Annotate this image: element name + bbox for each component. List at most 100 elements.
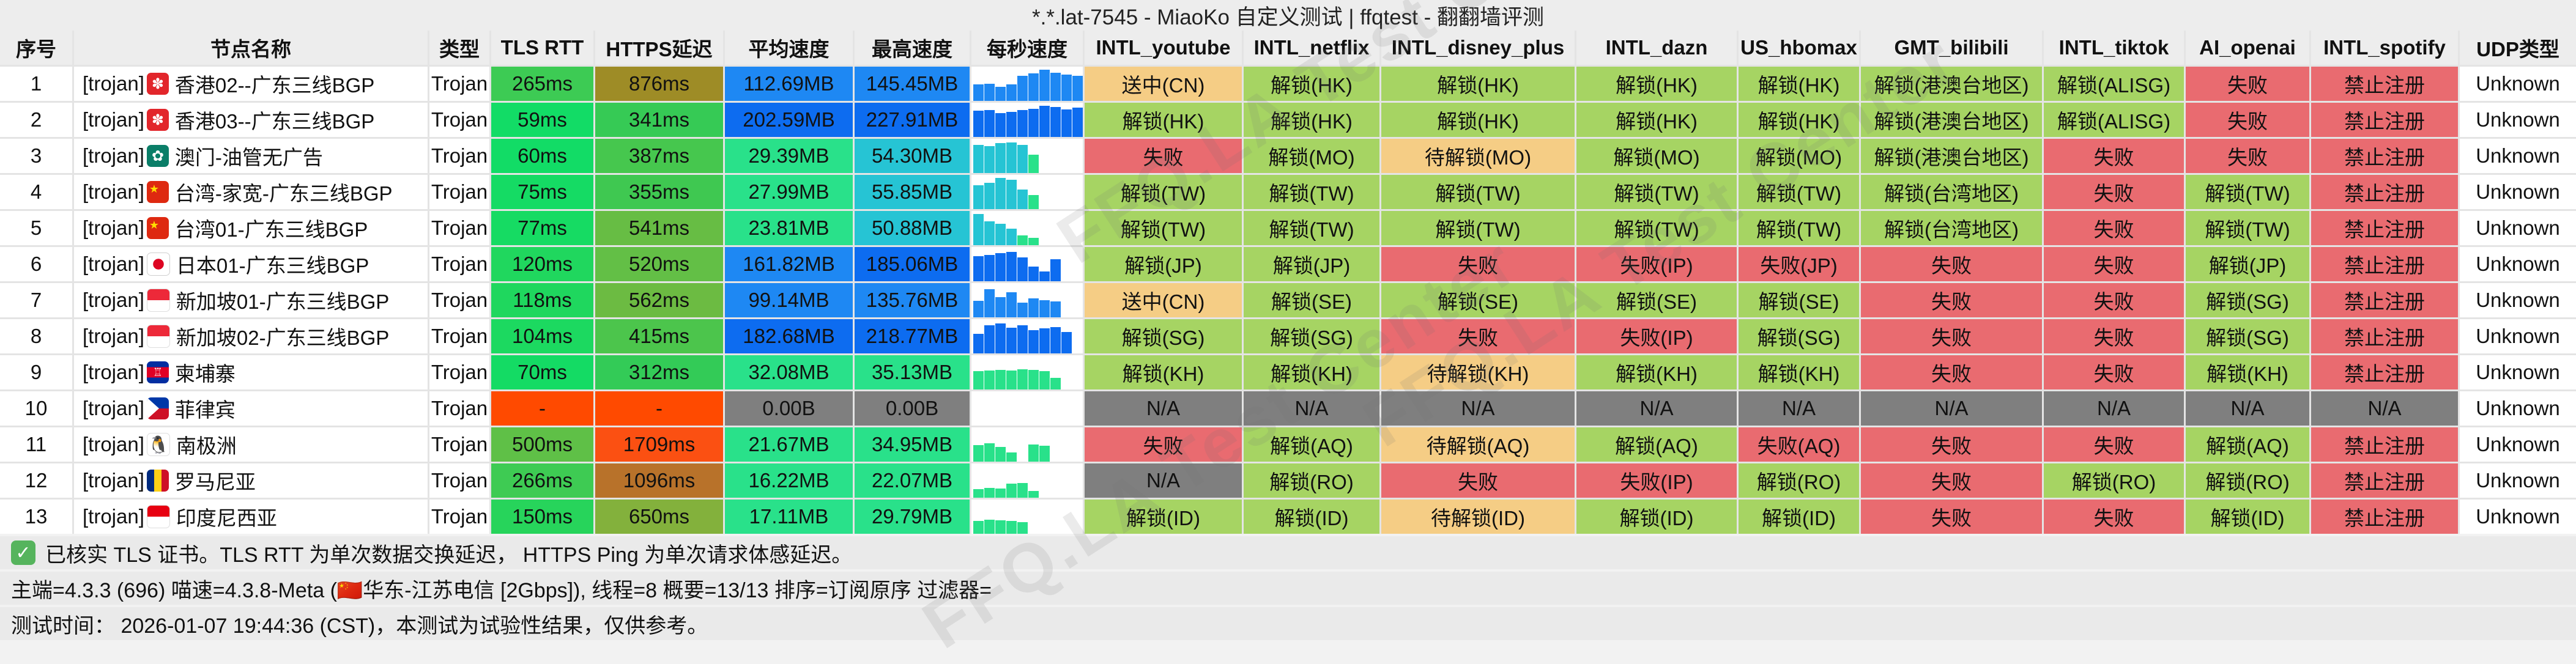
node-prefix: [trojan]: [83, 505, 144, 528]
cell-dazn-status: 解锁(AQ): [1576, 427, 1737, 462]
cell-bilibili-status: 失败: [1861, 463, 2042, 498]
cell-youtube-status: 失败: [1085, 139, 1242, 173]
chart-bar: [1050, 107, 1061, 137]
column-header-type: 类型: [429, 31, 489, 65]
cell-hbomax-status: 解锁(ID): [1739, 500, 1859, 534]
chart-bar: [995, 370, 1006, 389]
chart-bar: [1039, 106, 1050, 137]
column-header-spotify: INTL_spotify: [2311, 31, 2458, 65]
chart-bar: [973, 301, 984, 317]
cell-hbomax-status: 解锁(TW): [1739, 175, 1859, 209]
cell-index: 13: [0, 500, 72, 534]
cell-youtube-status: N/A: [1085, 391, 1242, 426]
cell-index: 12: [0, 463, 72, 498]
timestamp-text: 测试时间： 2026-01-07 19:44:36 (CST)，本测试为试验性结…: [11, 614, 708, 638]
node-prefix: [trojan]: [83, 216, 144, 239]
cell-type: Trojan: [429, 500, 489, 534]
chart-bar: [1039, 446, 1050, 462]
chart-bar: [1028, 73, 1039, 101]
cell-openai-status: 解锁(TW): [2186, 211, 2309, 245]
cell-node-name: [trojan] 菲律宾: [74, 391, 428, 426]
node-name-text: 香港03--广东三线BGP: [174, 110, 375, 133]
chart-bar: [1017, 110, 1028, 137]
cell-tls-rtt: 104ms: [491, 319, 593, 353]
cell-openai-status: 解锁(JP): [2186, 247, 2309, 281]
cell-max-speed: 35.13MB: [855, 355, 970, 389]
column-header-tls: TLS RTT: [491, 31, 593, 65]
cell-disney-status: 解锁(SE): [1381, 283, 1575, 317]
cell-netflix-status: 解锁(RO): [1244, 463, 1379, 498]
cell-https-latency: 312ms: [595, 355, 723, 389]
column-header-dazn: INTL_dazn: [1576, 31, 1737, 65]
node-prefix: [trojan]: [83, 433, 144, 456]
chart-bar: [1028, 298, 1039, 317]
cell-bilibili-status: 失败: [1861, 283, 2042, 317]
cell-netflix-status: 解锁(JP): [1244, 247, 1379, 281]
node-prefix: [trojan]: [83, 253, 144, 275]
chart-bar: [1028, 330, 1039, 353]
chart-bar: [984, 488, 995, 498]
chart-bar: [973, 445, 984, 462]
cell-youtube-status: 解锁(JP): [1085, 247, 1242, 281]
chart-bar: [1017, 325, 1028, 353]
cell-openai-status: 解锁(KH): [2186, 355, 2309, 389]
chart-bar: [1061, 332, 1072, 353]
column-header-openai: AI_openai: [2186, 31, 2309, 65]
chart-bar: [1028, 267, 1039, 281]
chart-bar: [1017, 235, 1028, 245]
cell-avg-speed: 112.69MB: [725, 67, 853, 101]
ro-flag-icon: [146, 470, 169, 492]
chart-bar: [995, 447, 1006, 462]
cell-hbomax-status: 解锁(TW): [1739, 211, 1859, 245]
chart-bar: [1050, 301, 1061, 317]
cell-openai-status: 解锁(RO): [2186, 463, 2309, 498]
cell-bilibili-status: 失败: [1861, 427, 2042, 462]
cell-disney-status: N/A: [1381, 391, 1575, 426]
cell-spotify-status: 禁止注册: [2311, 67, 2458, 101]
column-header-youtube: INTL_youtube: [1085, 31, 1242, 65]
node-name-text: 台湾-家宽-广东三线BGP: [174, 182, 393, 205]
sg-flag-icon: [146, 289, 170, 312]
cell-max-speed: 135.76MB: [855, 283, 970, 317]
cell-https-latency: 650ms: [595, 500, 723, 534]
node-name-text: 日本01-广东三线BGP: [176, 254, 369, 277]
speed-chart: [971, 139, 1083, 173]
cell-index: 3: [0, 139, 72, 173]
chart-bar: [984, 255, 995, 281]
cell-avg-speed: 99.14MB: [725, 283, 853, 317]
cell-node-name: [trojan] 台湾-家宽-广东三线BGP: [74, 175, 428, 209]
cell-disney-status: 失败: [1381, 319, 1575, 353]
cell-spotify-status: 禁止注册: [2311, 211, 2458, 245]
chart-bar: [1006, 292, 1017, 317]
cell-hbomax-status: 失败(AQ): [1739, 427, 1859, 462]
cell-dazn-status: 失败(IP): [1576, 319, 1737, 353]
chart-bar: [973, 371, 984, 389]
cell-netflix-status: 解锁(AQ): [1244, 427, 1379, 462]
cell-https-latency: -: [595, 391, 723, 426]
cell-max-speed: 54.30MB: [855, 139, 970, 173]
cell-index: 4: [0, 175, 72, 209]
cell-type: Trojan: [429, 103, 489, 137]
chart-bar: [995, 253, 1006, 281]
chart-bar: [984, 289, 995, 317]
chart-bar: [984, 325, 995, 353]
cell-netflix-status: 解锁(ID): [1244, 500, 1379, 534]
column-header-tiktok: INTL_tiktok: [2044, 31, 2184, 65]
cell-type: Trojan: [429, 139, 489, 173]
cell-max-speed: 227.91MB: [855, 103, 970, 137]
cell-udp-type: Unknown: [2460, 427, 2576, 462]
cell-youtube-status: 解锁(HK): [1085, 103, 1242, 137]
chart-bar: [1006, 484, 1017, 498]
chart-bar: [1006, 521, 1017, 534]
footer-config: 主端=4.3.3 (696) 喵速=4.3.8-Meta (🇨🇳华东-江苏电信 …: [0, 572, 2576, 605]
cell-avg-speed: 17.11MB: [725, 500, 853, 534]
column-header-bilibili: GMT_bilibili: [1861, 31, 2042, 65]
column-header-netflix: INTL_netflix: [1244, 31, 1379, 65]
cell-index: 2: [0, 103, 72, 137]
cell-tls-rtt: 265ms: [491, 67, 593, 101]
cell-tiktok-status: N/A: [2044, 391, 2184, 426]
cn-flag-icon: [146, 181, 169, 203]
chart-bar: [1039, 271, 1050, 281]
chart-bar: [1028, 491, 1039, 498]
node-name-text: 菲律宾: [174, 399, 236, 421]
